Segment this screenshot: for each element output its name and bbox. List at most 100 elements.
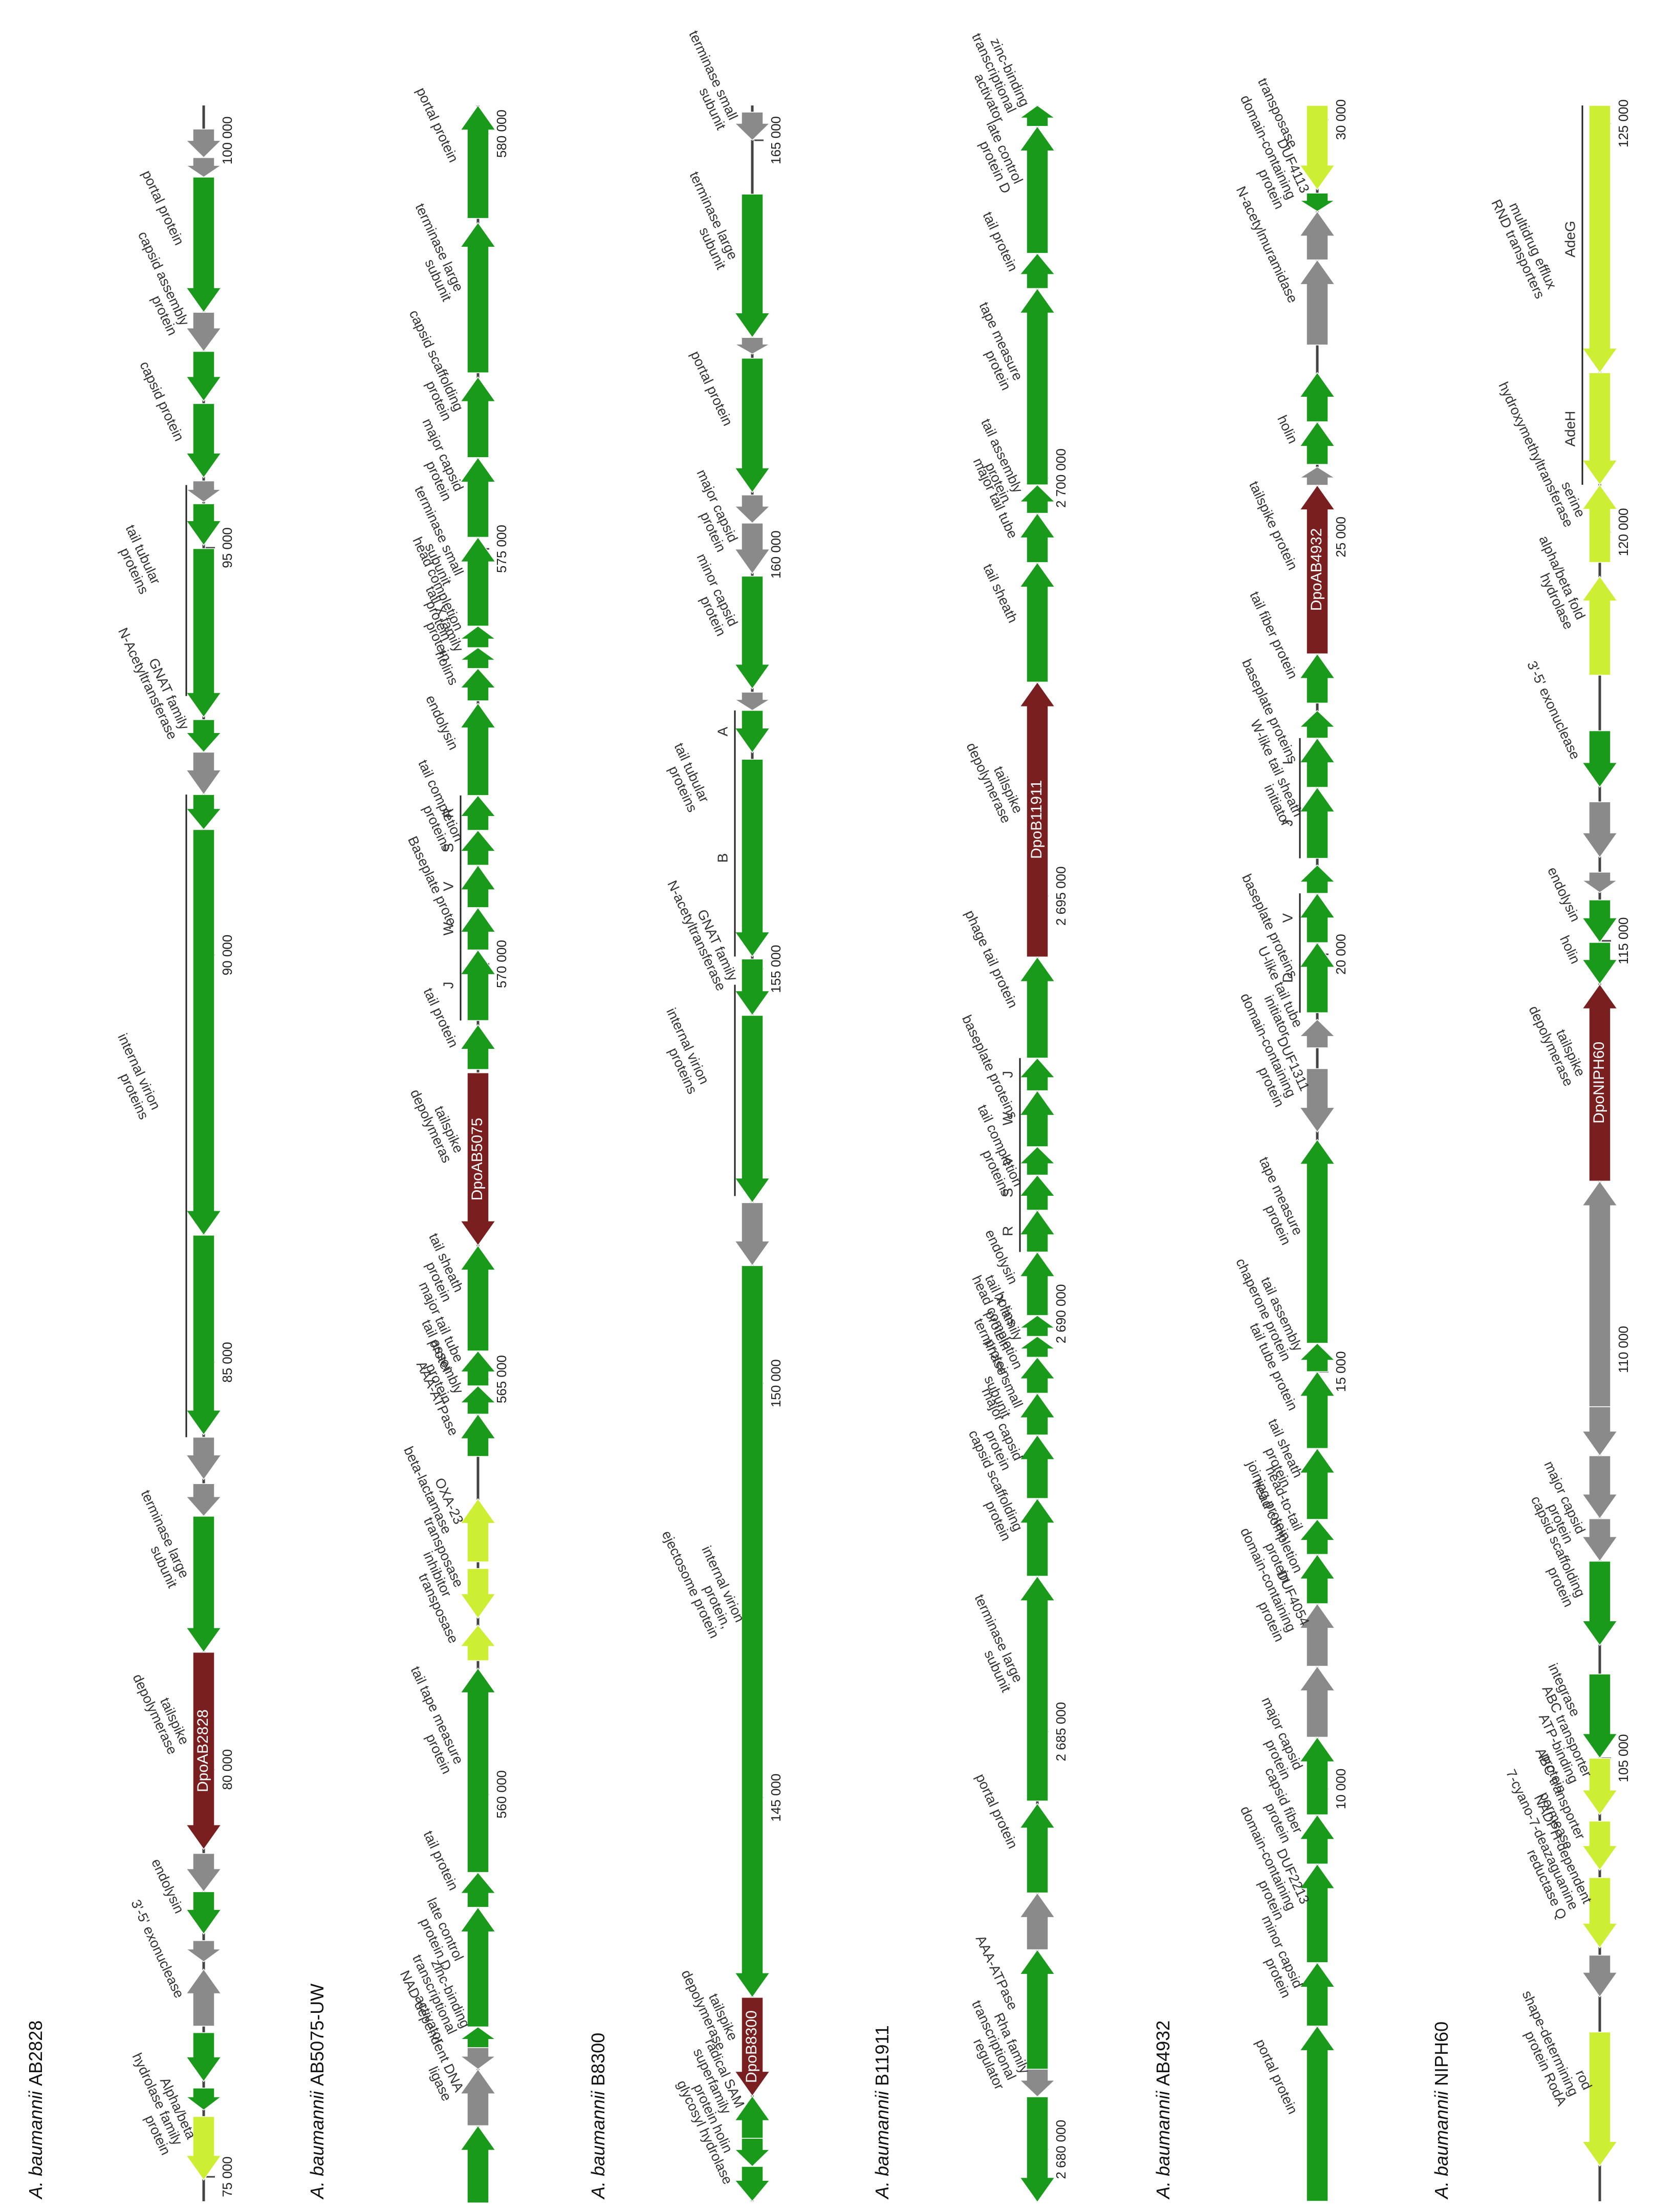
gene-arrow <box>734 2138 771 2167</box>
tick-label: 565 000 <box>494 1355 509 1403</box>
gene-arrow <box>185 1940 223 1963</box>
species: A. baumannii <box>872 2091 893 2200</box>
gene-arrow <box>1581 942 1618 985</box>
gene-arrow <box>1019 1575 1056 1801</box>
gene-arrow <box>1581 899 1618 943</box>
species: A. baumannii <box>1152 2091 1173 2200</box>
gene-arrow <box>1581 372 1618 486</box>
gene-arrow <box>733 692 771 711</box>
gene-arrow <box>1581 1406 1618 1457</box>
gene-arrow <box>734 194 771 338</box>
strain: AB5075-UW <box>307 1984 328 2086</box>
strain: B11911 <box>872 2025 893 2086</box>
gene-arrow <box>185 719 222 753</box>
gene-arrow <box>185 312 222 352</box>
gene-arrow <box>185 2088 223 2111</box>
gene-arrow <box>734 1265 771 1999</box>
tick-label: 165 000 <box>768 116 784 164</box>
gene-arrow <box>185 2032 222 2082</box>
gene-arrow <box>460 222 496 374</box>
track-label: A. baumannii B11911 <box>872 2025 893 2200</box>
gene-arrow <box>460 1024 496 1070</box>
gene-arrow <box>185 128 222 158</box>
tick-label: 100 000 <box>220 116 235 164</box>
gene-arrow <box>460 1568 496 1619</box>
gene-arrow <box>185 1891 222 1935</box>
gene-arrow <box>733 337 771 355</box>
track-label: A. baumannii AB5075-UW <box>307 1984 328 2200</box>
gene-arrow <box>1299 105 1336 190</box>
gene-arrow <box>460 1498 496 1562</box>
bracket-label: J <box>1279 819 1295 826</box>
tick-label: 90 000 <box>220 935 235 976</box>
gene-arrow <box>460 1072 496 1247</box>
gene-arrow <box>1019 2096 1056 2203</box>
gene-arrow <box>460 104 496 219</box>
gene-arrow <box>1298 192 1336 212</box>
gene-arrow <box>734 495 771 524</box>
gene-arrow <box>185 1436 222 1480</box>
gene-arrow <box>1019 2069 1056 2097</box>
gene-arrow <box>185 829 222 1236</box>
gene-arrow <box>1581 1757 1618 1816</box>
gene-arrow <box>185 1235 222 1436</box>
tick-label: 10 000 <box>1333 1769 1348 1810</box>
tick-label: 155 000 <box>768 945 784 993</box>
gene-arrow <box>1299 1068 1336 1133</box>
gene-arrow <box>1581 1518 1618 1562</box>
gene-arrow <box>185 351 222 402</box>
strain: B8300 <box>588 2033 608 2086</box>
gene-arrow <box>1581 2031 1618 2167</box>
bracket-label: V <box>999 1156 1015 1166</box>
gene-inner-label: DpoB11911 <box>1028 780 1045 859</box>
bracket-label: AdeG <box>1562 221 1578 257</box>
gene-arrow <box>1581 105 1618 374</box>
gene-arrow <box>185 1483 222 1517</box>
gene-arrow <box>1581 1455 1618 1520</box>
track-label: A. baumannii NIPH60 <box>1431 2022 1452 2200</box>
bracket-label: S <box>440 843 456 853</box>
strain: AB4932 <box>1152 2021 1173 2086</box>
gene-arrow <box>460 1624 496 1661</box>
gene-arrow <box>1581 871 1619 893</box>
gene-arrow <box>1299 259 1336 346</box>
species: A. baumannii <box>588 2091 608 2200</box>
track-label: A. baumannii AB4932 <box>1152 2021 1173 2200</box>
gene-arrow <box>1581 1561 1618 1646</box>
bracket-label: R <box>999 1226 1015 1236</box>
track: A. baumannii AB5075-UW 560 000 565 000 570 0… <box>307 85 509 2203</box>
gene-arrow <box>460 1413 496 1457</box>
gene-arrow <box>185 503 222 546</box>
tick-label: 2 690 000 <box>1053 1284 1069 1344</box>
gene-inner-label: DpoB8300 <box>743 2010 760 2083</box>
gene-arrow <box>185 794 222 830</box>
species: A. baumannii <box>307 2091 328 2200</box>
tick-label: 85 000 <box>220 1342 235 1383</box>
bracket-label: V <box>440 882 456 891</box>
gene-inner-label: DpoAB4932 <box>1308 528 1325 611</box>
gene-arrow <box>185 157 223 178</box>
bracket-label: J <box>999 1071 1015 1078</box>
tick-label: 2 700 000 <box>1053 448 1069 508</box>
gene-arrow <box>734 2166 771 2202</box>
gene-arrow <box>185 1651 222 1850</box>
strain: AB2828 <box>25 2021 46 2086</box>
tick-label: 575 000 <box>494 525 509 573</box>
gene-arrow <box>1581 1877 1618 1949</box>
gene-arrow <box>1581 801 1618 858</box>
tick-label: 120 000 <box>1616 508 1631 556</box>
track-label: A. baumannii B8300 <box>588 2033 608 2200</box>
gene-arrow <box>185 480 223 503</box>
gene-arrow <box>185 2116 222 2181</box>
gene-arrow <box>1581 1820 1618 1871</box>
gene-arrow <box>185 1853 222 1893</box>
bracket-label: I <box>1279 761 1295 765</box>
gene-arrow <box>1299 1019 1336 1048</box>
gene-arrow <box>734 575 771 690</box>
gene-arrow <box>1299 2025 1336 2202</box>
bracket-label: B <box>714 853 730 863</box>
bracket-label: V <box>1279 913 1295 923</box>
tick-label: 560 000 <box>494 1770 509 1818</box>
